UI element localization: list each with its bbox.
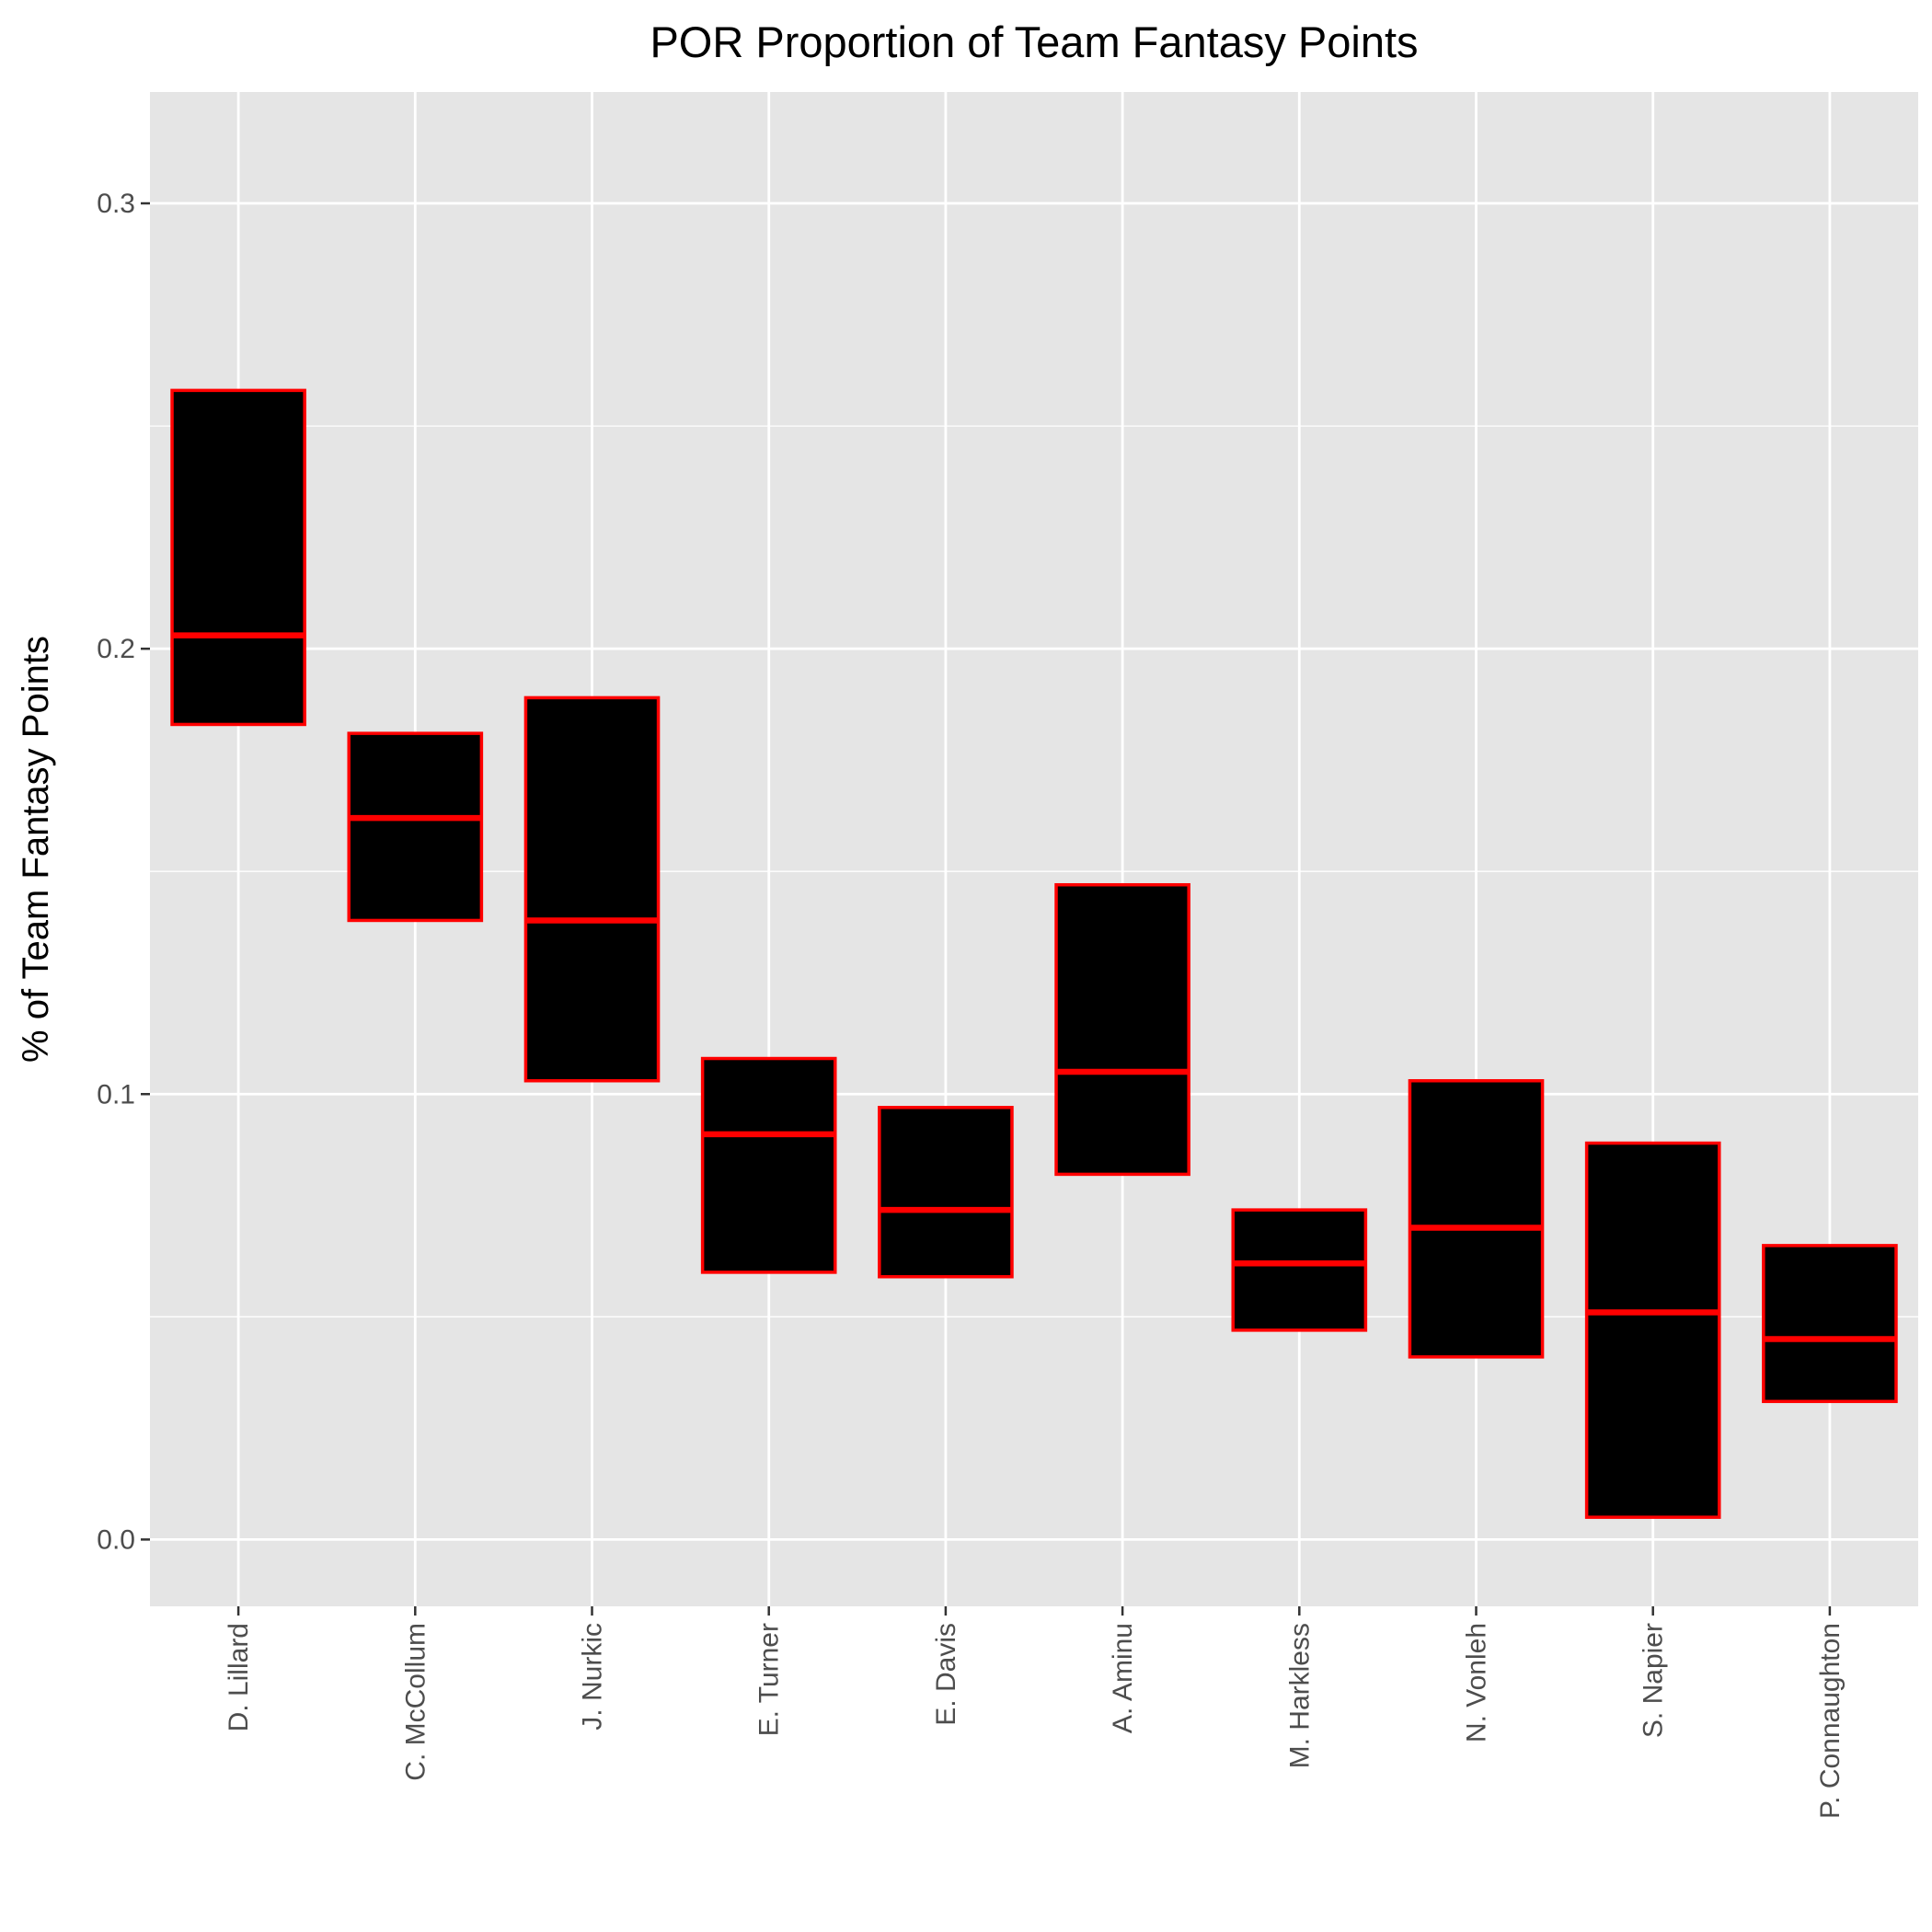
x-tick-label: D. Lillard — [224, 1623, 254, 1731]
box — [1762, 1244, 1898, 1404]
y-axis-label: % of Team Fantasy Points — [16, 636, 56, 1063]
y-tick-label: 0.3 — [97, 189, 135, 219]
y-tick-label: 0.0 — [97, 1524, 135, 1555]
x-tick-label: P. Connaughton — [1815, 1623, 1846, 1819]
box — [1054, 882, 1190, 1177]
box — [347, 731, 484, 923]
y-tick-label: 0.2 — [97, 634, 135, 664]
x-tick-label: A. Aminu — [1108, 1623, 1138, 1733]
chart-title: POR Proportion of Team Fantasy Points — [650, 17, 1418, 66]
axes: 0.0 0.1 0.2 0.3 D. Lillard C. McCollum J. Nurk… — [97, 189, 1846, 1819]
box — [170, 388, 306, 727]
box — [878, 1106, 1014, 1279]
x-tick-label: C. McCollum — [400, 1623, 431, 1781]
x-tick-label: S. Napier — [1639, 1623, 1669, 1738]
box — [1408, 1078, 1545, 1359]
box — [523, 696, 661, 1083]
boxes — [170, 388, 1898, 1519]
x-tick-label: M. Harkless — [1284, 1623, 1315, 1768]
box — [1231, 1208, 1368, 1332]
x-tick-label: J. Nurkic — [578, 1623, 608, 1731]
box — [1584, 1141, 1721, 1519]
x-tick-label: N. Vonleh — [1462, 1623, 1492, 1742]
box — [700, 1056, 837, 1274]
y-tick-label: 0.1 — [97, 1079, 135, 1110]
x-tick-label: E. Davis — [931, 1623, 961, 1726]
x-tick-label: E. Turner — [754, 1623, 785, 1736]
